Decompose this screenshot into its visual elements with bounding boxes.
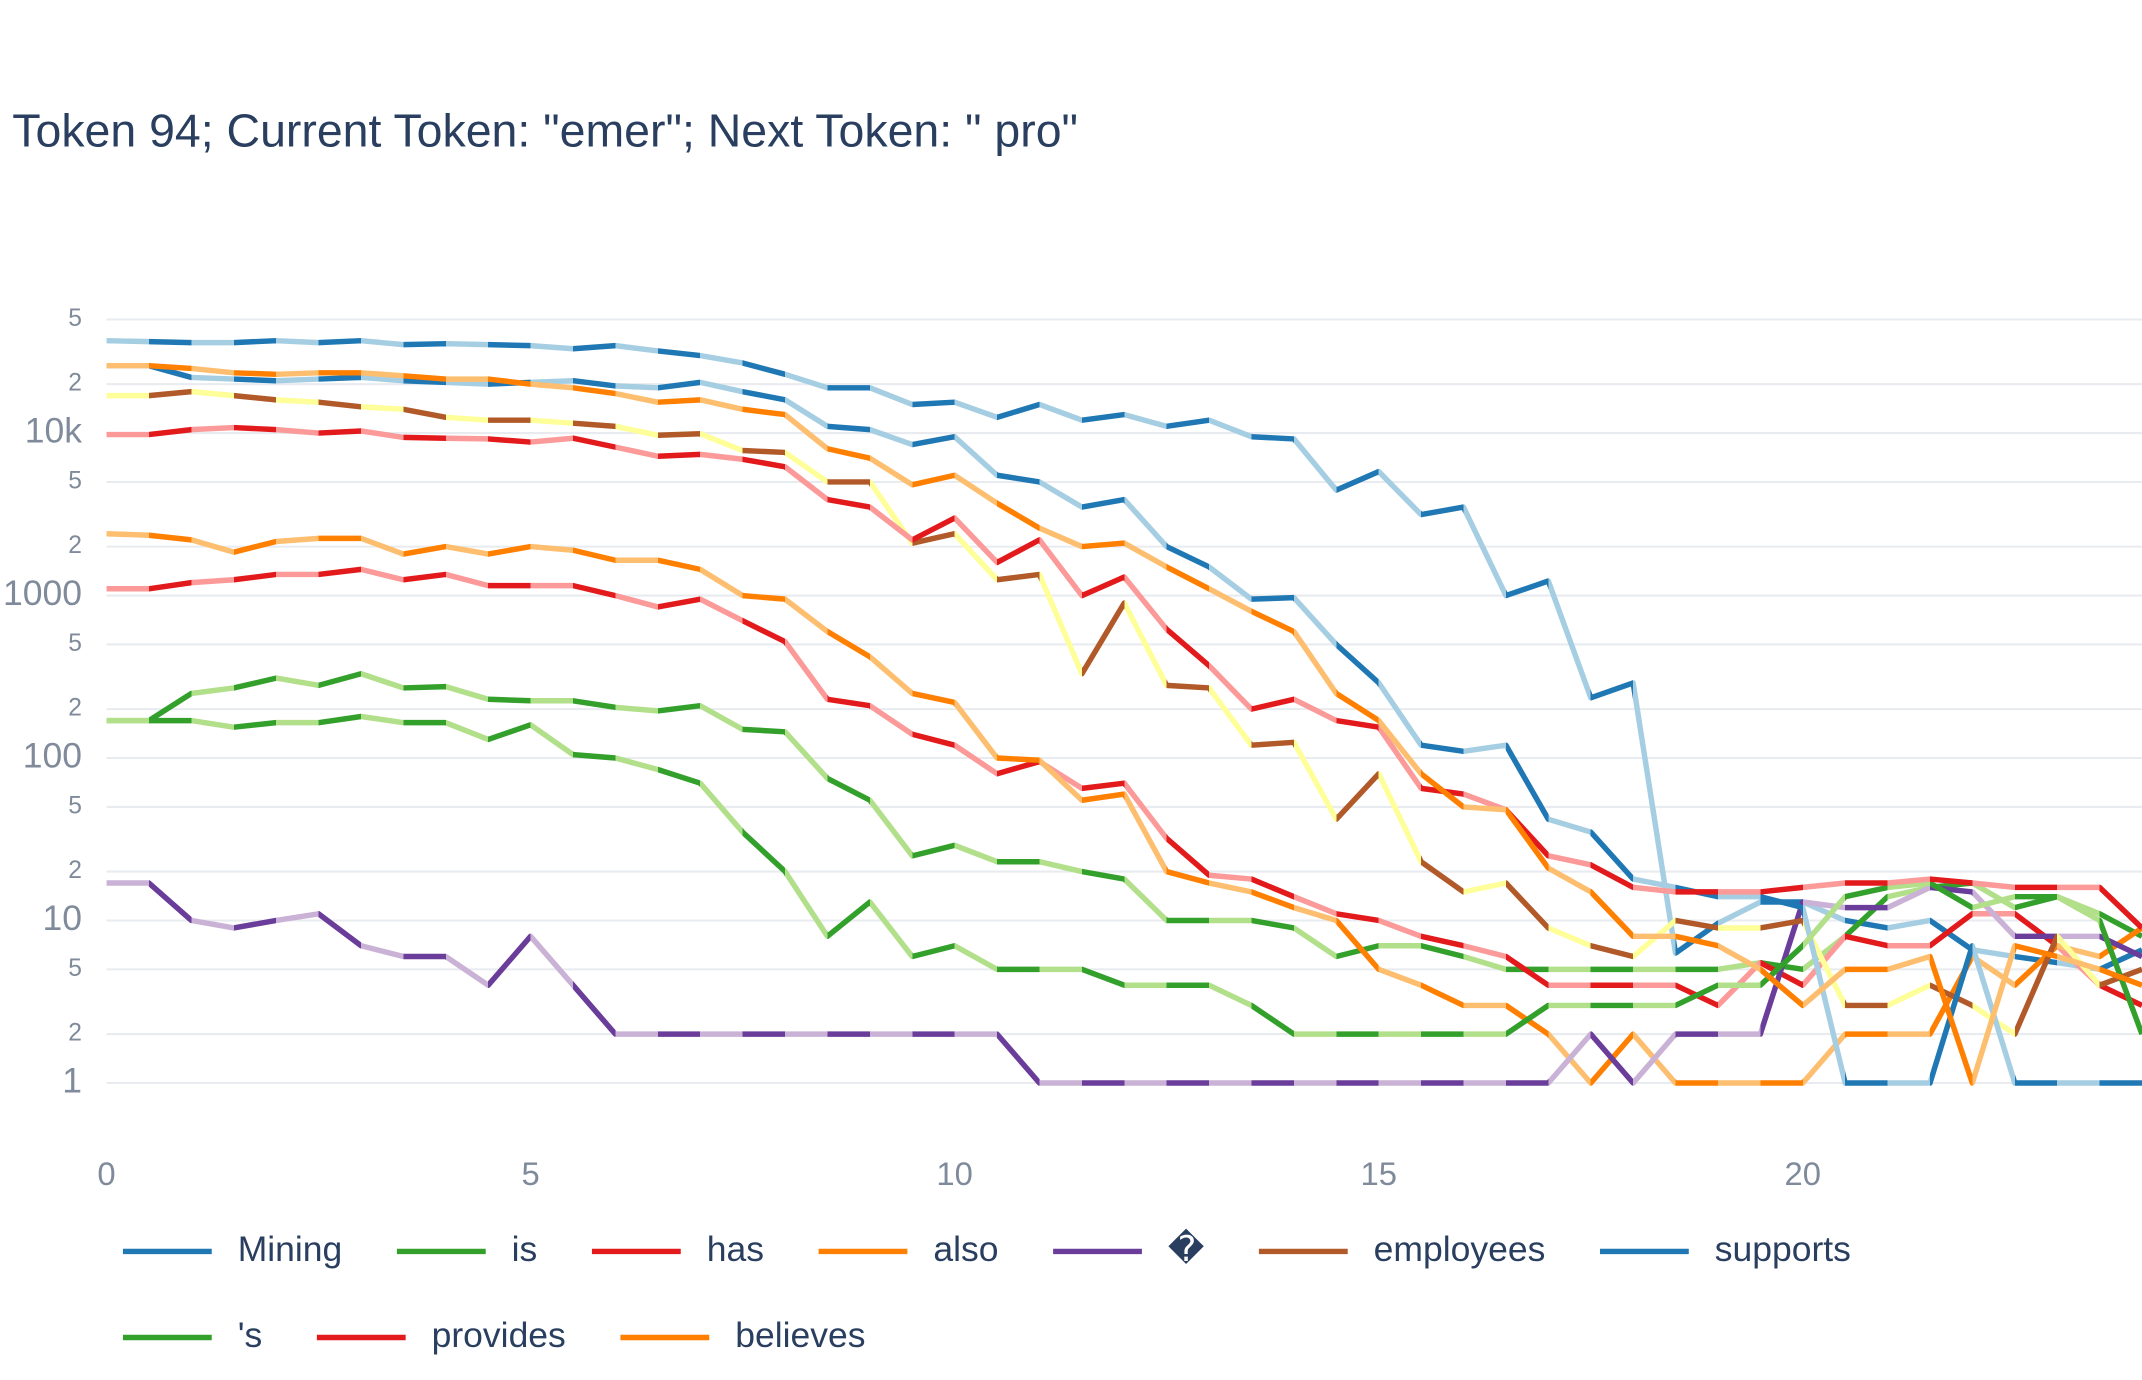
series-line (106, 713, 2142, 1037)
legend-item: 's (122, 1315, 263, 1355)
x-tick-label: 0 (97, 1155, 115, 1192)
legend-item: employees (1258, 1229, 1546, 1269)
legend-item: is (396, 1229, 538, 1269)
series-line (106, 362, 2142, 1086)
y-tick-label: 5 (68, 955, 82, 982)
legend-item: also (818, 1229, 998, 1269)
legend-item: Mining (122, 1229, 343, 1269)
y-tick-label: 10k (25, 410, 82, 450)
x-tick-label: 5 (521, 1155, 539, 1192)
series-line (106, 424, 2142, 930)
chart-title: Token 94; Current Token: "emer"; Next To… (12, 104, 1078, 156)
legend-label: � (1168, 1228, 1205, 1269)
y-tick-label: 5 (68, 792, 82, 819)
series-line (106, 388, 2142, 1037)
y-tick-label: 2 (68, 857, 82, 884)
y-tick-label: 2 (68, 370, 82, 397)
legend-label: also (933, 1229, 998, 1269)
y-tick-label: 2 (68, 695, 82, 722)
legend-label: supports (1715, 1229, 1851, 1269)
series-line (106, 362, 2142, 1086)
series-line (106, 671, 2142, 973)
y-tick-label: 5 (68, 467, 82, 494)
legend-label: Mining (238, 1229, 343, 1269)
y-tick-label: 1000 (3, 573, 82, 613)
y-tick-label: 1 (62, 1060, 82, 1100)
x-tick-label: 15 (1360, 1155, 1396, 1192)
legend-label: has (707, 1229, 764, 1269)
legend-item: supports (1599, 1229, 1851, 1269)
y-tick-label: 2 (68, 1020, 82, 1047)
y-tick-label: 5 (68, 305, 82, 332)
legend-label: is (512, 1229, 538, 1269)
y-tick-label: 2 (68, 532, 82, 559)
series-line (106, 566, 2142, 1009)
x-tick-label: 20 (1785, 1155, 1821, 1192)
legend-item: has (591, 1229, 764, 1269)
legend-label: provides (432, 1315, 566, 1355)
plot-area (106, 337, 2142, 1086)
legend-label: believes (735, 1315, 865, 1355)
y-tick-label: 10 (42, 898, 82, 938)
x-tick-label: 10 (936, 1155, 972, 1192)
legend-item: � (1053, 1228, 1205, 1269)
legend-item: provides (316, 1315, 566, 1355)
legend-label: employees (1374, 1229, 1546, 1269)
y-tick-label: 5 (68, 630, 82, 657)
y-tick-label: 100 (23, 735, 82, 775)
series-line (106, 880, 2142, 1086)
legend-label: 's (238, 1315, 263, 1355)
series-line (106, 530, 2142, 1086)
legend-item: believes (620, 1315, 865, 1355)
